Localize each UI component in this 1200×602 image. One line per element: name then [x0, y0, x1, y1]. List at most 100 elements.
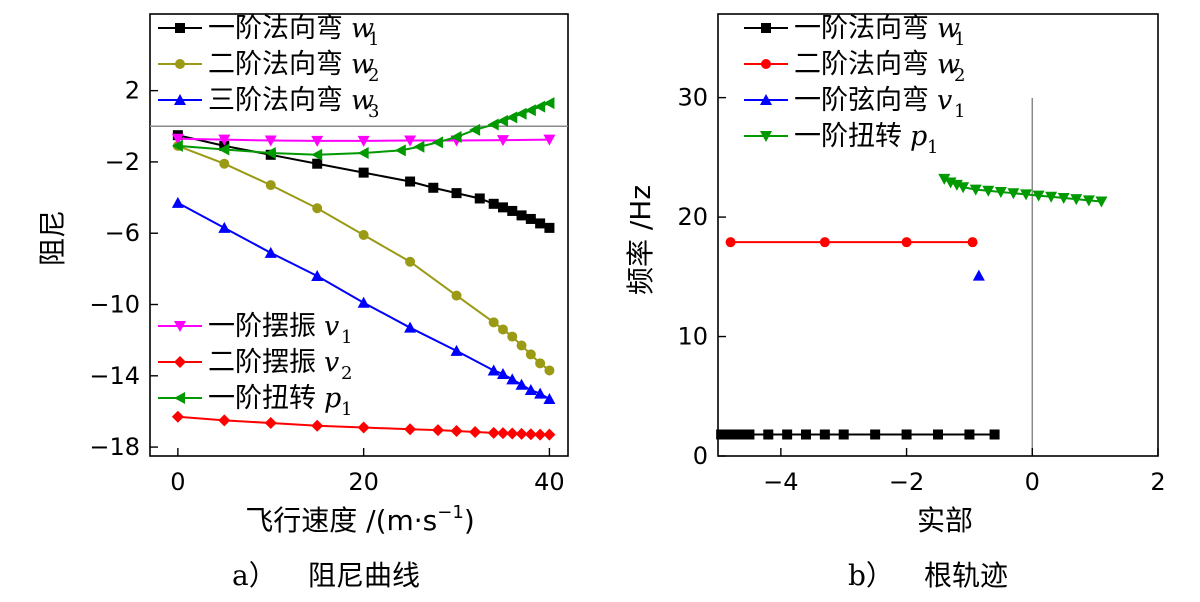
data-point: [358, 167, 369, 178]
data-point: [357, 296, 370, 308]
data-point: [744, 429, 755, 440]
legend-label: 二阶法向弯: [794, 49, 929, 80]
y-tick-label: −10: [89, 291, 140, 319]
data-point: [725, 429, 736, 440]
data-point: [431, 424, 444, 437]
legend-symbol: w: [351, 85, 374, 116]
x-axis-label: 飞行速度 /(m·s−1): [245, 502, 475, 537]
legend-subscript: 1: [954, 29, 965, 50]
legend-label: 一阶扭转: [208, 383, 316, 414]
data-point: [487, 118, 499, 131]
data-point: [404, 423, 417, 436]
legend-subscript: 1: [954, 101, 965, 122]
legend-marker: [174, 356, 186, 368]
caption-a: 阻尼曲线: [308, 559, 420, 592]
x-axis-label: 实部: [917, 504, 973, 537]
data-point: [972, 269, 985, 281]
legend-marker: [174, 392, 185, 404]
data-point: [311, 135, 324, 147]
data-point: [982, 185, 995, 197]
legend-label: 一阶弦向弯: [794, 85, 929, 116]
legend-label: 三阶法向弯: [208, 85, 343, 116]
caption-letter-b: b）: [848, 559, 894, 592]
data-point: [515, 107, 527, 120]
legend-item: 一阶扭转 p 1: [158, 383, 352, 420]
data-point: [994, 186, 1007, 198]
data-point: [801, 429, 811, 440]
y-tick-label: 0: [693, 442, 708, 470]
data-point: [543, 134, 556, 146]
legend-label: 一阶法向弯: [794, 13, 929, 44]
data-point: [451, 188, 462, 199]
data-point: [496, 427, 509, 440]
legend-subscript: 3: [368, 101, 379, 122]
x-tick-label: 40: [534, 468, 565, 496]
legend-item: 一阶扭转 p 1: [744, 121, 938, 158]
legend-marker: [761, 23, 771, 33]
legend-marker: [760, 131, 772, 142]
legend-label: 二阶摆振: [208, 347, 316, 378]
data-point: [901, 429, 912, 440]
data-point: [312, 203, 323, 214]
legend-symbol: v: [324, 347, 339, 378]
data-point: [1095, 196, 1108, 208]
data-point: [431, 136, 443, 149]
data-point: [264, 135, 277, 147]
series-group: [716, 173, 1108, 440]
series-line: [177, 134, 550, 229]
data-point: [535, 358, 546, 369]
data-point: [496, 135, 509, 147]
y-axis-label: 阻尼: [36, 210, 69, 266]
data-point: [405, 256, 416, 267]
y-tick-label: −6: [105, 219, 140, 247]
data-point: [171, 196, 184, 208]
legend-symbol: v: [937, 85, 952, 116]
y-tick-label: −14: [89, 362, 140, 390]
data-point: [469, 425, 482, 438]
data-point: [451, 290, 462, 301]
caption-letter-a: a）: [232, 559, 277, 592]
data-point: [413, 140, 425, 153]
data-point: [534, 428, 547, 441]
data-point: [763, 429, 774, 440]
data-point: [515, 378, 528, 390]
data-point: [264, 246, 277, 258]
series-group: [171, 97, 556, 441]
data-point: [1032, 190, 1045, 202]
data-point: [394, 144, 406, 157]
data-point: [543, 97, 555, 110]
data-point: [219, 140, 230, 151]
data-point: [496, 368, 509, 380]
data-point: [515, 427, 528, 440]
data-point: [311, 419, 324, 432]
legend-label: 一阶法向弯: [208, 13, 343, 44]
data-point: [488, 198, 499, 209]
series-5: [171, 97, 555, 161]
x-tick-label: −4: [763, 468, 798, 496]
x-tick-label: −2: [889, 468, 924, 496]
legend-symbol: w: [937, 49, 960, 80]
legend-subscript: 2: [368, 65, 379, 86]
x-tick-label: 20: [348, 468, 379, 496]
data-point: [358, 230, 369, 240]
x-tick-label: 2: [1150, 468, 1165, 496]
legend-symbol: w: [351, 49, 374, 80]
data-point: [487, 426, 500, 439]
data-point: [516, 340, 527, 351]
data-point: [506, 373, 519, 385]
series-2: [171, 196, 556, 404]
data-point: [1057, 192, 1070, 204]
data-point: [819, 429, 830, 440]
x-tick-label: 0: [170, 468, 185, 496]
data-point: [428, 182, 439, 193]
legend-subscript: 1: [341, 327, 352, 348]
data-point: [497, 324, 508, 335]
series-3: [171, 133, 556, 147]
legend-symbol: w: [937, 13, 960, 44]
series-1: [725, 237, 978, 248]
data-point: [507, 205, 518, 216]
data-point: [218, 143, 230, 156]
